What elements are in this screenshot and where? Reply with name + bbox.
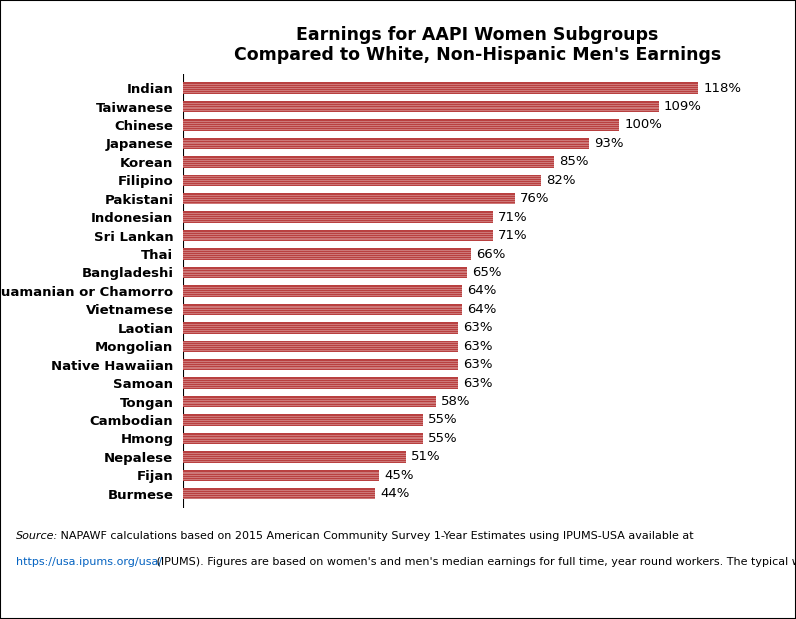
Bar xyxy=(183,322,458,334)
Text: 64%: 64% xyxy=(467,303,497,316)
Bar xyxy=(183,101,658,112)
Bar xyxy=(183,470,380,481)
Bar xyxy=(183,414,423,426)
Text: 63%: 63% xyxy=(463,376,493,389)
Bar xyxy=(183,378,458,389)
Text: 100%: 100% xyxy=(625,118,662,131)
Bar xyxy=(183,359,458,370)
Bar xyxy=(183,248,471,260)
Text: 45%: 45% xyxy=(384,469,414,482)
Text: 63%: 63% xyxy=(463,321,493,334)
Text: (IPUMS). Figures are based on women's and men's median earnings for full time, y: (IPUMS). Figures are based on women's an… xyxy=(153,556,796,566)
Bar xyxy=(183,193,515,204)
Bar xyxy=(183,340,458,352)
Text: 66%: 66% xyxy=(476,248,505,261)
Bar xyxy=(183,119,619,131)
Bar xyxy=(183,230,493,241)
Bar xyxy=(183,82,698,94)
Bar xyxy=(183,156,554,168)
Text: NAPAWF calculations based on 2015 American Community Survey 1-Year Estimates usi: NAPAWF calculations based on 2015 Americ… xyxy=(57,530,694,540)
Bar xyxy=(183,451,406,462)
Bar xyxy=(183,304,462,315)
Bar xyxy=(183,267,466,278)
Text: 109%: 109% xyxy=(664,100,702,113)
Bar xyxy=(183,175,540,186)
Bar xyxy=(183,285,462,297)
Bar xyxy=(183,488,375,500)
Bar xyxy=(183,137,589,149)
Text: 63%: 63% xyxy=(463,340,493,353)
Text: 85%: 85% xyxy=(560,155,589,168)
Text: 118%: 118% xyxy=(703,82,741,95)
Title: Earnings for AAPI Women Subgroups
Compared to White, Non-Hispanic Men's Earnings: Earnings for AAPI Women Subgroups Compar… xyxy=(234,25,721,64)
Bar xyxy=(183,212,493,223)
Text: 82%: 82% xyxy=(546,174,576,187)
Text: 71%: 71% xyxy=(498,229,528,242)
Text: 76%: 76% xyxy=(520,193,549,206)
Text: 65%: 65% xyxy=(472,266,501,279)
Text: 55%: 55% xyxy=(428,413,458,426)
Text: https://usa.ipums.org/usa/: https://usa.ipums.org/usa/ xyxy=(16,556,162,566)
Text: 51%: 51% xyxy=(411,451,440,464)
Text: 71%: 71% xyxy=(498,210,528,223)
Text: 64%: 64% xyxy=(467,284,497,298)
Text: 93%: 93% xyxy=(594,137,623,150)
Text: 63%: 63% xyxy=(463,358,493,371)
Bar xyxy=(183,396,436,407)
Bar xyxy=(183,433,423,444)
Text: 55%: 55% xyxy=(428,432,458,445)
Text: 58%: 58% xyxy=(442,395,471,408)
Text: 44%: 44% xyxy=(380,487,410,500)
Text: Source:: Source: xyxy=(16,530,58,540)
